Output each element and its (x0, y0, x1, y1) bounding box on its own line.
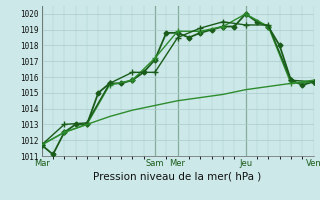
X-axis label: Pression niveau de la mer( hPa ): Pression niveau de la mer( hPa ) (93, 172, 262, 182)
